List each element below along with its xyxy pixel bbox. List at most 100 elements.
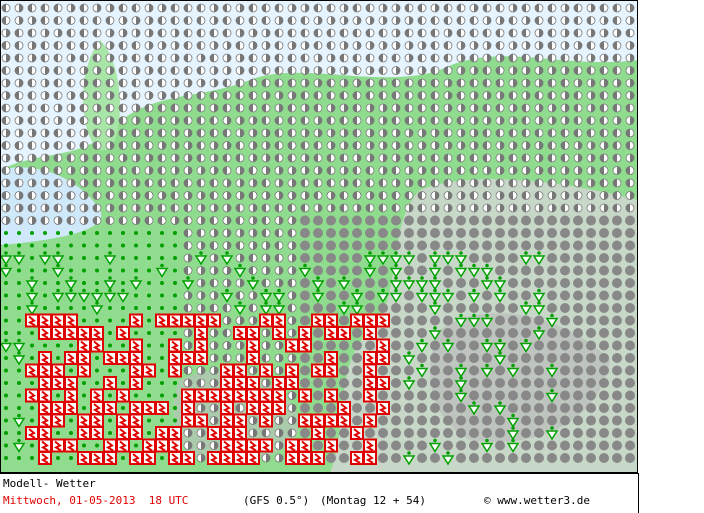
thunderstorm: [79, 328, 88, 339]
thunderstorm: [274, 378, 283, 389]
cloud-cover: [405, 191, 409, 200]
overcast: [625, 265, 635, 276]
cloud-cover: [45, 66, 49, 75]
overcast: [534, 278, 544, 288]
cloud-cover: [67, 29, 71, 37]
overcast: [339, 253, 349, 263]
cloud-cover: [240, 129, 244, 137]
thunderstorm: [313, 365, 322, 377]
overcast: [443, 440, 453, 451]
drizzle: [160, 456, 164, 460]
cloud-cover: [188, 329, 192, 337]
cloud-cover: [197, 129, 201, 137]
overcast: [378, 215, 388, 226]
cloud-cover: [600, 91, 604, 100]
cloud-cover: [448, 204, 452, 212]
cloud-cover: [353, 29, 357, 37]
overcast: [547, 278, 557, 288]
overcast: [573, 315, 583, 326]
cloud-cover: [444, 41, 448, 50]
cloud-cover: [279, 179, 283, 187]
drizzle: [69, 243, 73, 248]
cloud-cover: [210, 54, 214, 62]
overcast: [599, 253, 609, 263]
drizzle: [69, 231, 73, 235]
overcast: [560, 315, 570, 326]
overcast: [521, 415, 531, 426]
overcast: [300, 428, 310, 438]
cloud-cover: [110, 66, 114, 75]
drizzle: [30, 331, 34, 335]
thunderstorm: [131, 353, 140, 364]
cloud-cover: [340, 91, 344, 100]
thunderstorm: [222, 403, 231, 414]
overcast: [534, 240, 544, 251]
shower: [454, 317, 468, 328]
overcast: [352, 328, 362, 338]
cloud-cover: [500, 91, 504, 100]
cloud-cover: [266, 29, 270, 37]
cloud-cover: [435, 141, 439, 150]
cloud-cover: [171, 66, 175, 75]
shower: [402, 355, 416, 366]
cloud-cover: [262, 79, 266, 87]
cloud-cover: [314, 41, 318, 50]
overcast: [469, 340, 479, 351]
shower: [433, 301, 437, 305]
shower: [459, 388, 463, 393]
cloud-cover: [526, 16, 530, 25]
cloud-cover: [474, 116, 478, 125]
cloud-cover: [613, 91, 617, 100]
overcast: [300, 403, 310, 413]
shower: [498, 276, 502, 280]
cloud-cover: [54, 41, 58, 50]
cloud-cover: [548, 91, 552, 100]
overcast: [573, 240, 583, 251]
drizzle: [17, 281, 21, 285]
cloud-cover: [509, 54, 513, 62]
overcast: [378, 228, 388, 238]
shower: [77, 292, 91, 303]
cloud-cover: [318, 166, 322, 175]
overcast: [599, 390, 609, 401]
shower: [394, 251, 398, 255]
overcast: [365, 215, 375, 226]
drizzle: [160, 393, 164, 398]
cloud-cover: [175, 216, 179, 225]
drizzle: [56, 243, 60, 248]
cloud-cover: [227, 316, 231, 325]
thunderstorm: [66, 390, 75, 402]
overcast: [300, 303, 310, 313]
cloud-cover: [15, 66, 19, 75]
thunderstorm: [326, 365, 335, 377]
drizzle: [134, 393, 138, 398]
drizzle: [4, 231, 8, 235]
drizzle: [147, 268, 151, 273]
cloud-cover: [383, 166, 387, 175]
copyright: © www.wetter3.de: [484, 494, 590, 507]
cloud-cover: [552, 66, 556, 75]
shower: [389, 255, 403, 266]
overcast: [430, 390, 440, 401]
cloud-cover: [279, 366, 283, 375]
thunderstorm: [105, 403, 114, 414]
drizzle: [17, 381, 21, 385]
cloud-cover: [84, 216, 88, 225]
overcast: [612, 240, 622, 251]
cloud-cover: [19, 4, 23, 12]
drizzle: [173, 306, 177, 310]
drizzle: [69, 431, 73, 435]
drizzle: [4, 243, 8, 248]
cloud-cover: [201, 441, 205, 450]
cloud-cover: [392, 204, 396, 212]
cloud-cover: [240, 254, 244, 262]
drizzle: [173, 231, 177, 235]
cloud-cover: [548, 54, 552, 62]
cloud-cover: [526, 166, 530, 175]
thunderstorm: [248, 390, 257, 402]
cloud-cover: [383, 129, 387, 137]
thunderstorm: [287, 453, 296, 464]
cloud-cover: [301, 54, 305, 62]
cloud-cover: [383, 4, 387, 12]
overcast: [508, 453, 518, 463]
